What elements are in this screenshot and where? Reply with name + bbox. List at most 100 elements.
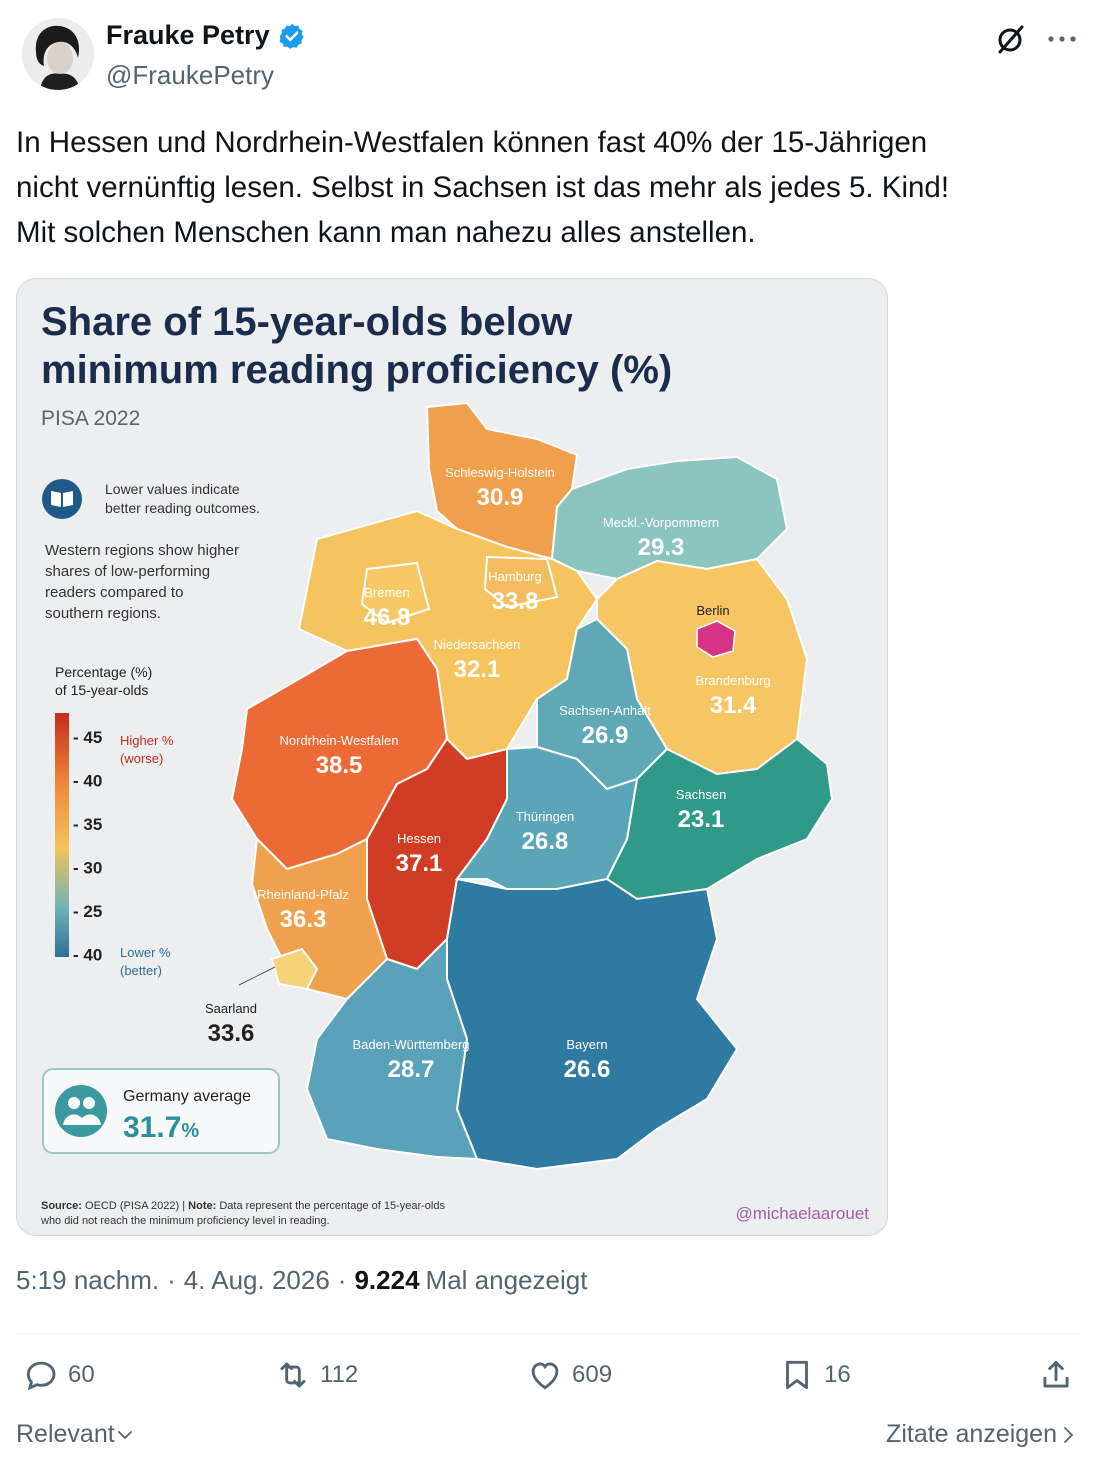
chevron-down-icon — [117, 1430, 132, 1439]
region-value-sachsen: 23.1 — [678, 806, 725, 833]
region-name-sachsen-anhalt: Sachsen-Anhalt — [559, 703, 651, 718]
region-saarland — [270, 947, 319, 991]
reply-button[interactable]: 60 — [22, 1356, 95, 1394]
tweet-time[interactable]: 5:19 nachm. — [16, 1265, 160, 1295]
region-name-brandenburg: Brandenburg — [695, 673, 770, 688]
grok-icon[interactable] — [993, 22, 1027, 56]
region-value-thueringen: 26.8 — [522, 828, 569, 855]
region-value-hessen: 37.1 — [396, 850, 443, 877]
region-value-meckl-vorpommern: 29.3 — [638, 534, 685, 561]
legend-tick-label: - 45 — [73, 728, 102, 747]
region-value-saarland: 33.6 — [208, 1020, 255, 1047]
tweet-meta: 5:19 nachm. · 4. Aug. 2026 · 9.224 Mal a… — [16, 1265, 587, 1296]
verified-badge-icon — [279, 23, 304, 49]
region-value-niedersachsen: 32.1 — [454, 656, 501, 683]
bookmark-button[interactable]: 16 — [778, 1356, 851, 1394]
germany-average-value: 31.7% — [123, 1111, 199, 1144]
region-berlin — [696, 620, 736, 658]
legend-tick-label: - 35 — [73, 815, 102, 834]
region-name-baden-wuerttemberg: Baden-Württemberg — [352, 1037, 469, 1052]
region-value-hamburg: 33.8 — [492, 588, 539, 615]
people-icon — [55, 1085, 107, 1137]
view-count: 9.224 — [354, 1265, 420, 1295]
sort-label: Relevant — [16, 1420, 115, 1448]
share-button[interactable] — [1037, 1356, 1075, 1394]
legend-tick-label: - 40 — [73, 772, 102, 791]
legend-title: Percentage (%) — [55, 664, 152, 680]
note-text: better reading outcomes. — [105, 500, 260, 516]
sort-dropdown[interactable]: Relevant — [16, 1420, 135, 1449]
germany-average-label: Germany average — [123, 1088, 251, 1105]
more-options-icon[interactable] — [1047, 34, 1077, 44]
region-value-nordrhein-westfalen: 38.5 — [316, 752, 363, 779]
tweet-text: In Hessen und Nordrhein-Westfalen können… — [16, 120, 1076, 255]
action-bar: 60 112 609 16 — [16, 1356, 1079, 1406]
quotes-link[interactable]: Zitate anzeigen — [886, 1420, 1079, 1449]
bookmark-icon — [786, 1360, 808, 1390]
region-name-hamburg: Hamburg — [488, 569, 541, 584]
separator-dot: · — [167, 1265, 176, 1295]
author-handle[interactable]: @FraukePetry — [106, 60, 274, 90]
region-bremen — [360, 561, 431, 625]
infographic-subtitle: PISA 2022 — [41, 407, 140, 430]
source-note: Source: OECD (PISA 2022) | Note: Data re… — [41, 1200, 445, 1212]
region-name-bayern: Bayern — [566, 1037, 607, 1052]
desc-text: readers compared to — [45, 584, 183, 601]
region-baden-wuerttemberg — [305, 936, 479, 1161]
region-value-bayern: 26.6 — [564, 1056, 611, 1083]
region-name-saarland: Saarland — [205, 1001, 257, 1016]
chevron-right-icon — [1064, 1426, 1074, 1443]
divider — [16, 1333, 1079, 1334]
region-name-hessen: Hessen — [397, 831, 441, 846]
region-name-nordrhein-westfalen: Nordrhein-Westfalen — [280, 733, 399, 748]
tweet-image[interactable]: Share of 15-year-olds below minimum read… — [16, 278, 888, 1236]
germany-average-box — [42, 1068, 280, 1154]
repost-count: 112 — [320, 1361, 359, 1388]
author-name[interactable]: Frauke Petry — [106, 20, 270, 50]
legend-high-label: (worse) — [120, 751, 163, 766]
infographic-title: minimum reading proficiency (%) — [41, 348, 672, 392]
avatar[interactable] — [22, 18, 94, 90]
credit-text: @michaelaarouet — [736, 1204, 870, 1223]
legend-high-label: Higher % — [120, 733, 174, 748]
region-name-schleswig-holstein: Schleswig-Holstein — [445, 465, 555, 480]
region-value-bremen: 46.8 — [364, 604, 411, 631]
repost-button[interactable]: 112 — [274, 1356, 358, 1394]
source-note: who did not reach the minimum proficienc… — [40, 1215, 330, 1227]
quotes-label: Zitate anzeigen — [886, 1420, 1057, 1448]
repost-icon — [280, 1362, 306, 1388]
region-value-schleswig-holstein: 30.9 — [477, 484, 524, 511]
region-value-sachsen-anhalt: 26.9 — [582, 722, 629, 749]
region-value-rheinland-pfalz: 36.3 — [280, 906, 327, 933]
region-name-berlin: Berlin — [696, 603, 729, 618]
legend-low-label: Lower % — [120, 945, 171, 960]
views-label: Mal angezeigt — [425, 1265, 588, 1295]
separator-dot: · — [337, 1265, 347, 1295]
region-hamburg — [483, 555, 559, 609]
book-icon — [42, 479, 82, 519]
region-value-baden-wuerttemberg: 28.7 — [388, 1056, 435, 1083]
like-button[interactable]: 609 — [526, 1356, 612, 1394]
tweet-date[interactable]: 4. Aug. 2026 — [183, 1265, 330, 1295]
region-name-thueringen: Thüringen — [516, 809, 575, 824]
desc-text: shares of low-performing — [45, 563, 210, 580]
legend-tick-label: - 40 — [73, 946, 102, 965]
tweet-line: Mit solchen Menschen kann man nahezu all… — [16, 216, 756, 249]
tweet-line: nicht vernünftig lesen. Selbst in Sachse… — [16, 171, 950, 204]
reply-count: 60 — [68, 1361, 95, 1388]
saarland-leader-line — [238, 966, 276, 986]
infographic-title: Share of 15-year-olds below — [41, 300, 573, 344]
region-name-sachsen: Sachsen — [676, 787, 727, 802]
legend-tick-label: - 25 — [73, 902, 102, 921]
legend-low-label: (better) — [120, 963, 162, 978]
heart-icon — [531, 1362, 559, 1390]
like-count: 609 — [572, 1361, 613, 1388]
reply-icon — [26, 1361, 56, 1391]
note-text: Lower values indicate — [105, 481, 240, 497]
share-icon — [1043, 1360, 1069, 1388]
desc-text: southern regions. — [45, 605, 161, 622]
desc-text: Western regions show higher — [45, 542, 239, 559]
region-name-rheinland-pfalz: Rheinland-Pfalz — [257, 887, 349, 902]
region-name-bremen: Bremen — [364, 585, 410, 600]
region-name-meckl-vorpommern: Meckl.-Vorpommern — [603, 515, 719, 530]
